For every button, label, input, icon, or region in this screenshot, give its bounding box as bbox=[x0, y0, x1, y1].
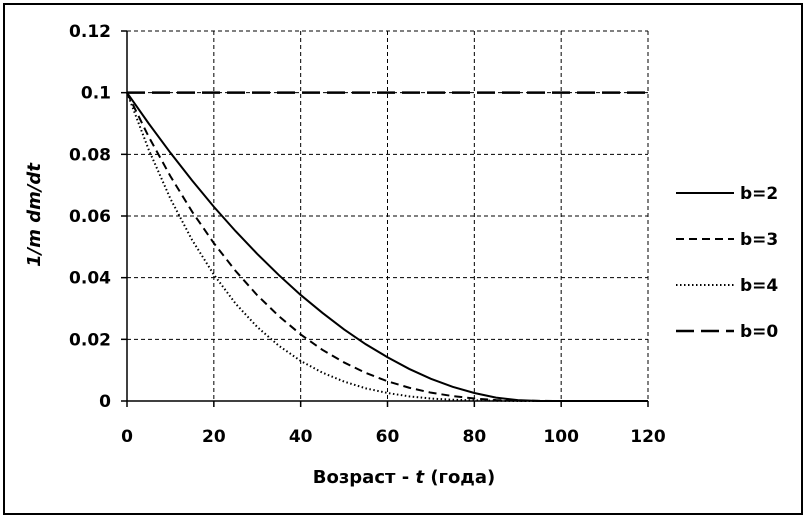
legend-label-b=4: b=4 bbox=[740, 276, 778, 296]
chart-frame bbox=[3, 3, 803, 515]
legend-label-b=2: b=2 bbox=[740, 184, 778, 204]
legend-label-b=0: b=0 bbox=[740, 322, 778, 342]
y-tick-label-5: 0.1 bbox=[81, 84, 111, 104]
y-axis-ticks: 0 0.02 0.04 0.06 0.08 0.1 0.12 bbox=[69, 22, 127, 412]
x-tick-label-2: 40 bbox=[289, 427, 313, 447]
y-tick-label-1: 0.02 bbox=[69, 330, 111, 350]
series-line-b=3 bbox=[126, 92, 648, 402]
y-tick-label-0: 0 bbox=[99, 392, 111, 412]
legend-label-b=3: b=3 bbox=[740, 230, 778, 250]
y-axis-label: 1/m dm/dt bbox=[24, 162, 45, 267]
x-tick-label-6: 120 bbox=[630, 427, 666, 447]
x-axis-ticks: 0 20 40 60 80 100 120 bbox=[121, 401, 666, 447]
x-axis-label: Возраст - t (года) bbox=[313, 467, 495, 488]
y-tick-label-6: 0.12 bbox=[69, 22, 111, 42]
y-tick-label-3: 0.06 bbox=[69, 207, 111, 227]
legend: b=2 b=3 b=4 b=0 bbox=[676, 184, 778, 342]
x-tick-label-1: 20 bbox=[202, 427, 226, 447]
x-tick-label-5: 100 bbox=[543, 427, 579, 447]
x-axis-label-unit: (года) bbox=[424, 467, 495, 488]
y-tick-label-2: 0.04 bbox=[69, 269, 111, 289]
x-tick-label-4: 80 bbox=[462, 427, 486, 447]
x-axis-label-variable: t bbox=[415, 467, 425, 488]
grid-lines bbox=[127, 30, 649, 401]
series-lines bbox=[126, 91, 648, 402]
x-tick-label-3: 60 bbox=[376, 427, 400, 447]
x-tick-label-0: 0 bbox=[121, 427, 133, 447]
x-axis-label-main: Возраст - bbox=[313, 467, 416, 488]
y-tick-label-4: 0.08 bbox=[69, 145, 111, 165]
